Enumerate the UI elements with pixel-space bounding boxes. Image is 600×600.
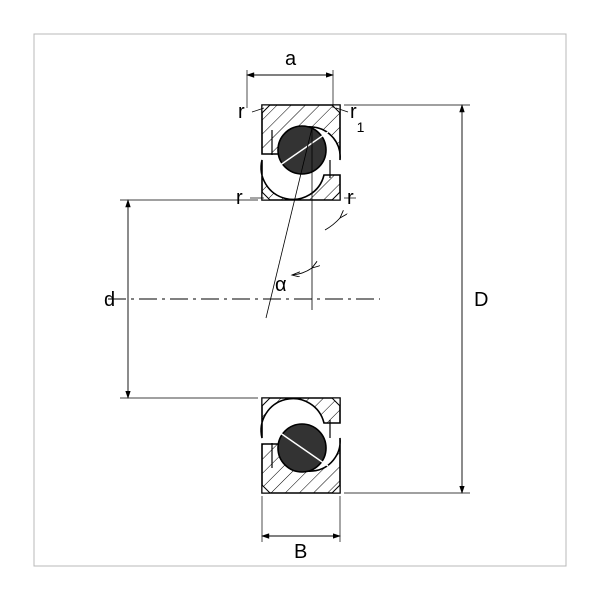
bearing-diagram: a B d D r r1 r r α	[0, 0, 600, 600]
alpha-arc	[292, 268, 312, 275]
label-alpha: α	[275, 274, 287, 296]
label-a: a	[285, 48, 297, 70]
section-upper	[261, 105, 340, 200]
label-B: B	[294, 541, 307, 563]
dim-a: a	[247, 48, 333, 108]
dim-B: B	[262, 496, 340, 563]
label-r-ml: r	[236, 187, 243, 209]
label-r-tl: r	[238, 101, 245, 123]
section-lower	[261, 398, 340, 493]
label-d: d	[104, 289, 115, 311]
label-r1: r1	[350, 101, 365, 135]
label-D: D	[474, 289, 488, 311]
